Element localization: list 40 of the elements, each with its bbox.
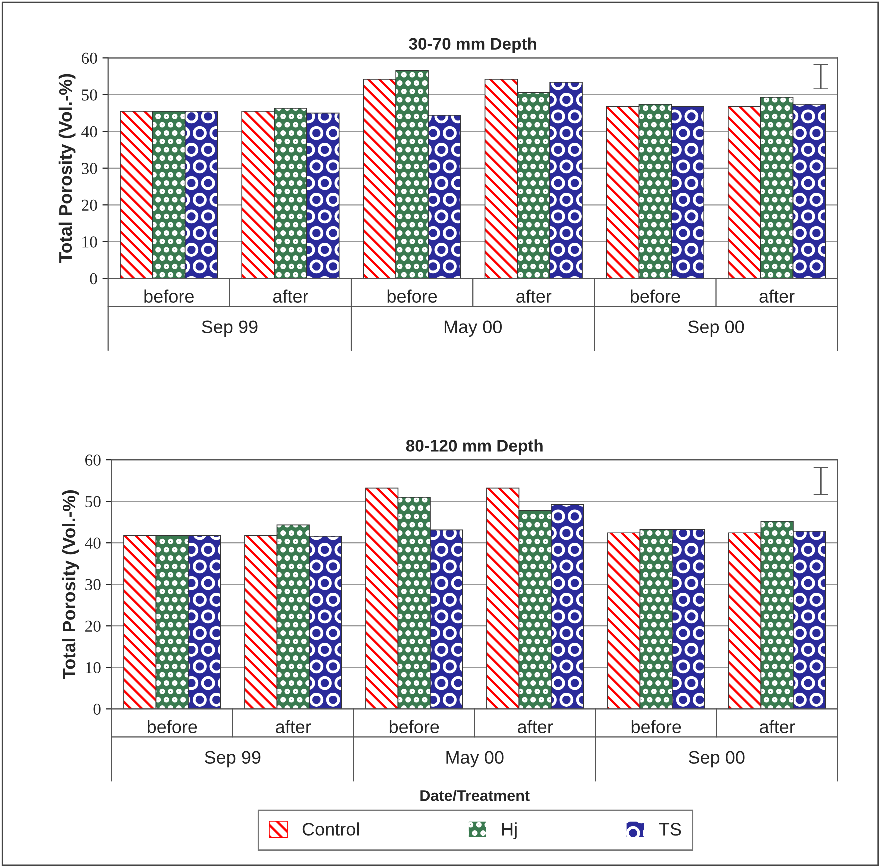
text: Sep 00: [689, 751, 745, 768]
y-tick-label: 0: [90, 273, 98, 285]
legend-label: Control: [302, 822, 359, 836]
x-tick-label: before: [390, 720, 440, 734]
x-tick-label: before: [632, 720, 682, 734]
x-tick-label: after: [516, 290, 552, 303]
y-tick-label: 20: [86, 620, 101, 632]
x-axis-title: Date/Treatment: [420, 790, 530, 802]
legend-label: TS: [659, 823, 682, 836]
y-tick-label: 30: [86, 579, 101, 591]
text: Sep 99: [202, 320, 258, 338]
text: May 00: [444, 320, 502, 338]
x-tick-label: before: [148, 720, 198, 734]
y-tick-label: 40: [82, 126, 98, 138]
x-tick-label: before: [631, 290, 680, 303]
y-tick-label: 60: [86, 454, 101, 466]
y-tick-label: 50: [86, 496, 101, 508]
chart-title: 80-120 mm Depth: [406, 440, 543, 456]
y-tick-label: 10: [82, 236, 98, 248]
y-axis-title: Total Porosity (Vol.-%): [62, 490, 80, 680]
y-tick-label: 60: [82, 52, 98, 64]
x-tick-label: after: [273, 290, 308, 303]
x-tick-label: after: [518, 720, 554, 734]
y-tick-label: 10: [86, 662, 101, 674]
x-tick-label: after: [760, 720, 796, 734]
text: Sep 99: [205, 751, 261, 768]
legend-label: Hj: [502, 822, 517, 840]
x-tick-label: before: [144, 290, 194, 303]
x-tick-label: before: [388, 290, 438, 303]
y-tick-label: 40: [85, 538, 101, 550]
y-tick-label: 50: [82, 90, 98, 101]
y-axis-title: Total Porosity (Vol.-%): [58, 74, 76, 264]
text: May 00: [446, 751, 504, 768]
chart-title: 30-70 mm Depth: [409, 38, 536, 54]
y-tick-label: 0: [94, 704, 101, 716]
x-tick-label: after: [760, 290, 795, 303]
y-tick-label: 20: [82, 200, 98, 212]
x-tick-label: after: [276, 720, 312, 734]
text: Sep 00: [688, 320, 744, 338]
y-tick-label: 30: [82, 163, 98, 174]
